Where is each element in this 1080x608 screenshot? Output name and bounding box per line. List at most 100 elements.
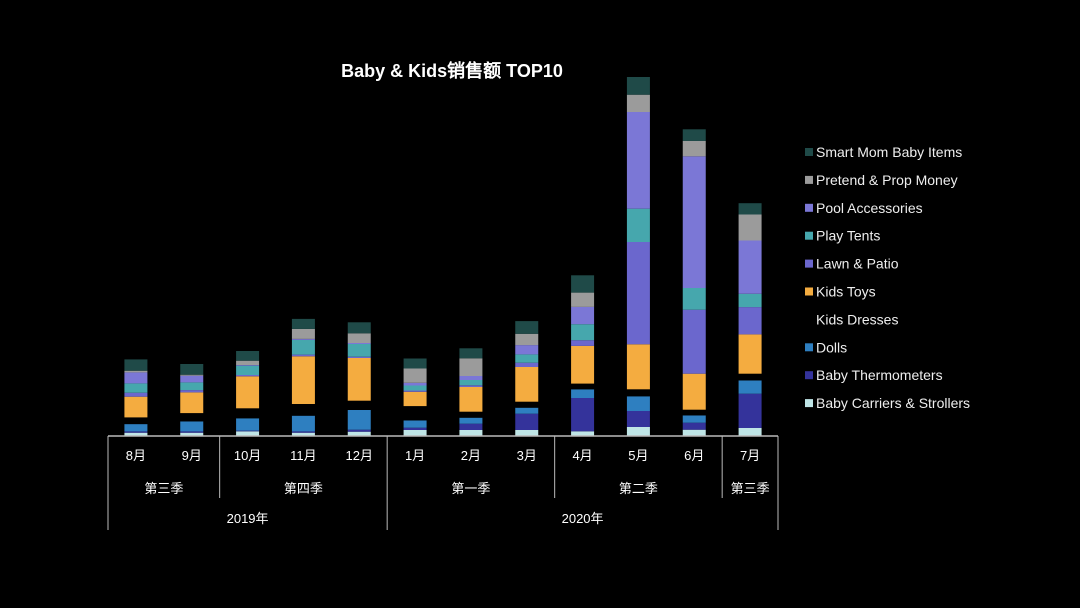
- bar-segment: [291, 432, 315, 436]
- bar-segment: [626, 344, 650, 390]
- bar-segment: [291, 318, 315, 329]
- bar-segment: [682, 429, 706, 436]
- bar-segment: [124, 432, 148, 436]
- bar-segment: [738, 240, 762, 294]
- legend-swatch: [805, 343, 813, 352]
- bar-segment: [459, 423, 483, 430]
- bar-segment: [738, 373, 762, 381]
- bar-segment: [347, 344, 371, 357]
- bar-segment: [124, 359, 148, 371]
- bar-segment: [236, 376, 260, 409]
- legend-label: Play Tents: [816, 228, 880, 244]
- bar-segment: [180, 390, 204, 393]
- bar-segment: [626, 77, 650, 95]
- legend-swatch: [805, 148, 813, 156]
- bar-segment: [180, 392, 204, 414]
- bar-segment: [236, 431, 260, 436]
- chart-title: Baby & Kids销售额 TOP10: [341, 60, 563, 81]
- bar-segment: [571, 340, 595, 346]
- bar-segment: [291, 404, 315, 416]
- bar-segment: [291, 328, 315, 339]
- bar-segment: [459, 430, 483, 436]
- bar-segment: [459, 380, 483, 386]
- bar-segment: [515, 367, 539, 402]
- bar-segment: [124, 383, 148, 393]
- bar-segment: [571, 306, 595, 325]
- bar-segment: [347, 322, 371, 334]
- bar-segment: [291, 339, 315, 355]
- bar-segment: [682, 309, 706, 374]
- bar-segment: [515, 407, 539, 414]
- bar-segment: [626, 242, 650, 345]
- bar-segment: [403, 430, 427, 436]
- bar-segment: [626, 94, 650, 112]
- year-label: 2019年: [227, 511, 269, 526]
- bar-segment: [515, 430, 539, 436]
- bar-segment: [515, 354, 539, 363]
- legend-label: Baby Carriers & Strollers: [816, 395, 970, 411]
- bar-segment: [403, 391, 427, 407]
- bar-segment: [403, 358, 427, 369]
- bar-segment: [124, 370, 148, 373]
- legend-label: Pool Accessories: [816, 200, 923, 216]
- legend-label: Pretend & Prop Money: [816, 172, 958, 188]
- legend-swatch: [805, 259, 813, 268]
- bar-segment: [180, 382, 204, 391]
- bar-segment: [738, 307, 762, 335]
- bar-segment: [403, 420, 427, 428]
- x-tick-label: 11月: [290, 448, 317, 463]
- bar-segment: [347, 410, 371, 430]
- bar-segment: [291, 431, 315, 433]
- bar-segment: [403, 406, 427, 421]
- bar-segment: [626, 427, 650, 436]
- bar-segment: [291, 354, 315, 357]
- bar-segment: [459, 411, 483, 418]
- legend-swatch: [805, 287, 813, 296]
- bar-segment: [403, 368, 427, 383]
- bar-segment: [180, 431, 204, 433]
- year-label: 2020年: [562, 511, 604, 526]
- bar-segment: [291, 415, 315, 432]
- bar-segment: [236, 408, 260, 419]
- legend: Smart Mom Baby Items Pretend & Prop Money…: [805, 144, 970, 411]
- x-tick-label: 3月: [517, 448, 537, 463]
- bar-segment: [459, 376, 483, 380]
- bar-segment: [459, 417, 483, 424]
- bar-segment: [682, 415, 706, 423]
- bar-segment: [236, 360, 260, 365]
- legend-label: Kids Toys: [816, 284, 876, 300]
- bar-segment: [738, 293, 762, 308]
- legend-swatch: [805, 203, 813, 212]
- legend-swatch: [805, 175, 813, 184]
- bar-segment: [236, 351, 260, 361]
- x-tick-label: 12月: [346, 448, 373, 463]
- bar-segment: [571, 431, 595, 436]
- bar-segment: [571, 383, 595, 390]
- bar-segment: [124, 372, 148, 384]
- legend-label: Smart Mom Baby Items: [816, 144, 962, 160]
- bar-segment: [403, 382, 427, 386]
- legend-swatch: [805, 399, 813, 408]
- x-tick-label: 8月: [126, 448, 146, 463]
- bar-segment: [626, 208, 650, 242]
- x-tick-label: 6月: [684, 448, 704, 463]
- bar-segment: [738, 214, 762, 241]
- bar-segment: [515, 413, 539, 430]
- x-tick-label: 1月: [405, 448, 425, 463]
- bar-segment: [515, 362, 539, 367]
- bar-segment: [571, 345, 595, 384]
- legend-label: Baby Thermometers: [816, 367, 943, 383]
- bar-segment: [682, 141, 706, 157]
- bar-segment: [403, 385, 427, 391]
- bar-segment: [236, 418, 260, 431]
- bar-segment: [682, 422, 706, 430]
- bar-segment: [682, 409, 706, 416]
- bar-segment: [347, 343, 371, 344]
- bar-segment: [626, 112, 650, 209]
- x-tick-label: 2月: [461, 448, 481, 463]
- bar-segment: [236, 430, 260, 432]
- bar-segment: [124, 431, 148, 433]
- bar-segment: [180, 364, 204, 375]
